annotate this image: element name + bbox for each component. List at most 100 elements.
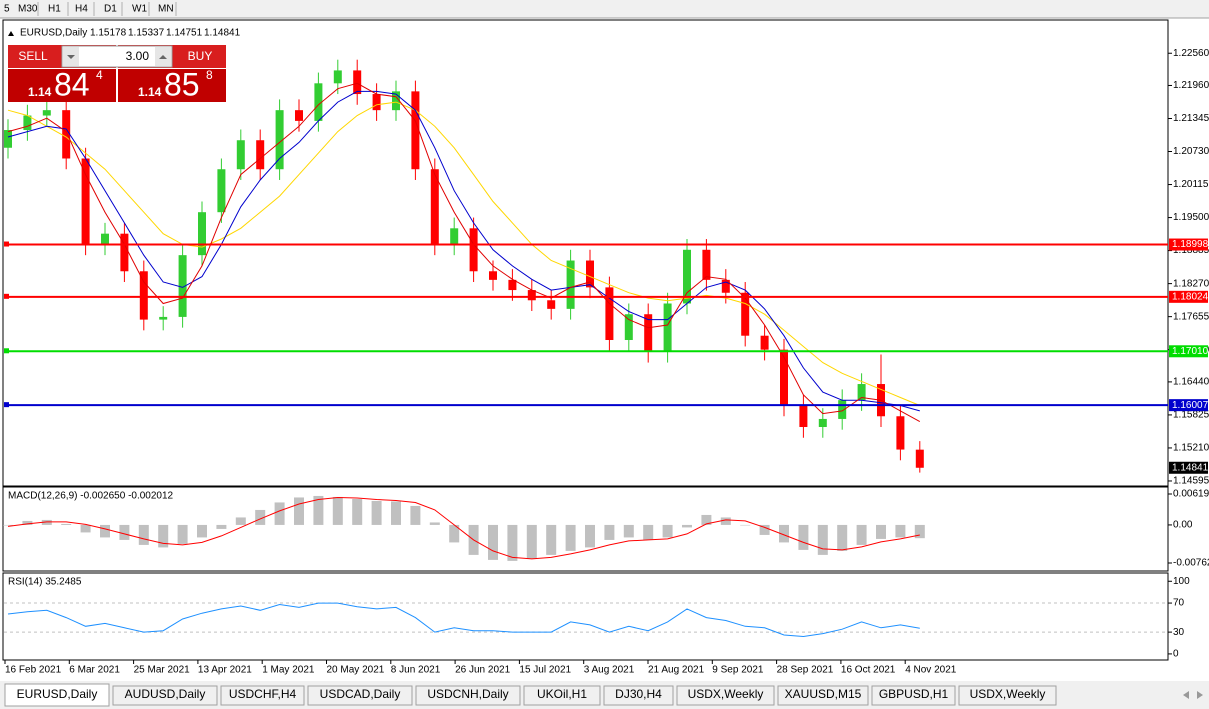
tab-label[interactable]: DJ30,H4: [615, 687, 662, 701]
timeframe-button[interactable]: D1: [104, 4, 117, 15]
candle-body: [62, 110, 71, 159]
y-tick-label: 100: [1173, 576, 1190, 587]
ask-point: 8: [206, 68, 213, 82]
tab[interactable]: [871, 685, 956, 706]
y-tick-label: 1.21960: [1173, 80, 1209, 91]
tab[interactable]: [676, 685, 775, 706]
macd-bar: [585, 524, 595, 548]
timeframe-button[interactable]: MN: [158, 4, 174, 15]
macd-bar: [701, 514, 712, 525]
time-label: 20 May 2021: [327, 665, 385, 676]
trade-panel: SELL 3.00 BUY 1.14 84 4 1.14 85 8: [8, 45, 226, 102]
macd-bar: [740, 524, 751, 526]
macd-bar: [662, 524, 673, 538]
macd-bar: [410, 505, 421, 525]
macd-bar: [371, 500, 382, 525]
tab[interactable]: [307, 685, 413, 706]
candle-body: [275, 110, 284, 170]
candle-body: [430, 169, 439, 245]
tab-label[interactable]: USDX,Weekly: [688, 687, 764, 701]
y-tick-label: 1.18885: [1173, 245, 1209, 256]
buy-label: BUY: [188, 49, 213, 63]
level-label-box: [1169, 290, 1208, 303]
candle-body: [508, 279, 517, 291]
macd-bar: [526, 524, 537, 559]
candle-body: [547, 300, 556, 309]
timeframe-button[interactable]: M30: [18, 4, 38, 15]
time-label: 3 Aug 2021: [584, 665, 635, 676]
tab-label[interactable]: USDCNH,Daily: [427, 687, 508, 701]
time-label: 16 Oct 2021: [841, 665, 896, 676]
macd-bar: [177, 524, 188, 544]
candle-body: [896, 416, 905, 450]
macd-bar: [914, 524, 925, 539]
tab[interactable]: [415, 685, 521, 706]
candle-body: [372, 94, 381, 111]
tab[interactable]: [777, 685, 869, 706]
tab-label[interactable]: USDCHF,H4: [229, 687, 297, 701]
candle-body: [760, 335, 769, 350]
header-symbol: EURUSD,Daily: [20, 28, 87, 39]
down-arrow: [67, 55, 75, 59]
candle-body: [256, 140, 265, 170]
tab-scroll-left[interactable]: [1183, 691, 1189, 699]
header-high: 1.15337: [128, 28, 165, 39]
level-handle[interactable]: [4, 348, 9, 354]
y-tick-label: 1.16440: [1173, 377, 1209, 388]
candle-body: [236, 140, 245, 170]
tab[interactable]: [603, 685, 674, 706]
level-handle[interactable]: [4, 241, 9, 247]
macd-bar: [61, 523, 72, 525]
tab-label[interactable]: USDX,Weekly: [970, 687, 1046, 701]
macd-bar: [197, 524, 207, 538]
candle-body: [799, 405, 808, 428]
candle-body: [295, 110, 303, 121]
collapse-triangle[interactable]: [8, 31, 14, 36]
timeframe-button[interactable]: 5: [4, 4, 10, 15]
lot-input[interactable]: [61, 45, 173, 68]
moving-average: [7, 90, 920, 412]
tab-label[interactable]: UKOil,H1: [537, 687, 587, 701]
tab-label[interactable]: USDCAD,Daily: [320, 687, 401, 701]
candle-body: [450, 228, 459, 245]
candle-body: [586, 260, 594, 288]
tab-scroll-right[interactable]: [1197, 691, 1203, 699]
timeframe-button[interactable]: W1: [132, 4, 147, 15]
tab[interactable]: [958, 685, 1057, 706]
y-tick-label: 1.20115: [1173, 179, 1209, 190]
macd-bar: [158, 524, 169, 548]
candle-body: [469, 228, 478, 272]
tab[interactable]: [523, 685, 601, 706]
level-handle[interactable]: [4, 293, 9, 299]
tab-label[interactable]: EURUSD,Daily: [17, 687, 98, 701]
macd-bar: [643, 524, 654, 540]
timeframe-button[interactable]: H4: [75, 4, 88, 15]
timeframe-button[interactable]: H1: [48, 4, 61, 15]
macd-bar: [391, 501, 401, 525]
macd-bar: [817, 524, 828, 555]
tab[interactable]: [220, 685, 305, 706]
macd-bar: [856, 524, 867, 545]
candle-body: [120, 233, 129, 272]
tab-label[interactable]: AUDUSD,Daily: [125, 687, 206, 701]
tab[interactable]: [112, 685, 218, 706]
y-tick-label: 1.17655: [1173, 311, 1209, 322]
macd-bar: [138, 524, 149, 545]
bid-big: 1.14: [28, 85, 52, 99]
candle-body: [605, 287, 614, 341]
level-label-box: [1169, 238, 1208, 251]
macd-bar: [759, 524, 770, 535]
tab-label[interactable]: GBPUSD,H1: [879, 687, 949, 701]
y-tick-label: 0.006193: [1173, 489, 1209, 500]
candle-body: [392, 91, 400, 111]
level-label-box: [1169, 399, 1208, 412]
tab[interactable]: [4, 683, 110, 707]
time-label: 9 Sep 2021: [712, 665, 764, 676]
time-label: 1 May 2021: [262, 665, 315, 676]
macd-bar: [3, 524, 13, 526]
candle-body: [353, 70, 362, 95]
level-label-box: [1169, 345, 1208, 358]
level-handle[interactable]: [4, 402, 9, 408]
tab-label[interactable]: XAUUSD,M15: [785, 687, 862, 701]
bid-point: 4: [96, 68, 103, 82]
